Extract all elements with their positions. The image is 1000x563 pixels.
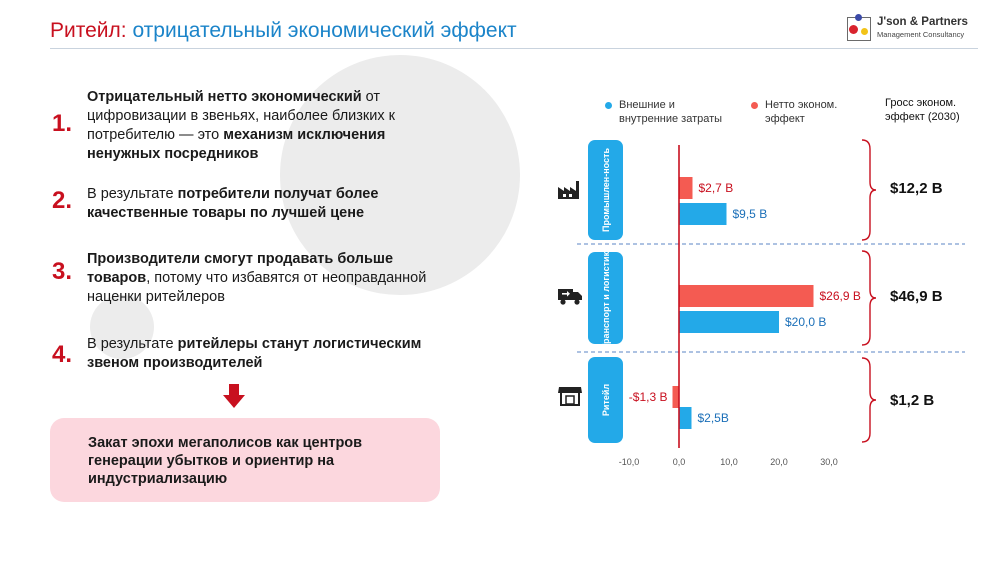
logo-dot-red: [849, 25, 858, 34]
point-text-regular: , потому что избавятся от неоправданной …: [87, 270, 427, 305]
x-tick-label: 30,0: [820, 457, 838, 467]
bar-costs: [679, 203, 727, 225]
bar-costs: [679, 311, 779, 333]
company-logo: J'son & Partners Management Consultancy: [847, 14, 982, 44]
arrow-down-icon: [223, 384, 245, 408]
background-circle-small: [90, 295, 154, 359]
bar-net-effect: [679, 177, 693, 199]
point-text-regular: В результате: [87, 336, 178, 352]
conclusion-text: Закат эпохи мегаполисов как центров гене…: [88, 435, 363, 487]
conclusion-box: Закат эпохи мегаполисов как центров гене…: [50, 418, 440, 502]
point-text-bold: механизм исключения ненужных посредников: [87, 127, 386, 162]
factory-icon: [558, 181, 579, 199]
x-tick-label: 20,0: [770, 457, 788, 467]
brace-industry: [861, 139, 877, 241]
title-prefix: Ритейл:: [50, 19, 127, 42]
gross-effect-header: Гросс эконом. эффект (2030): [885, 97, 960, 123]
point-text-bold: ритейлеры станут логистическим звеном пр…: [87, 336, 422, 371]
page-title: Ритейл: отрицательный экономический эффе…: [50, 19, 517, 43]
bar-net-effect: [679, 285, 814, 307]
point-text-regular: от цифровизации в звеньях, наиболее близ…: [87, 89, 395, 143]
bar-label-net-effect: $26,9 B: [820, 289, 861, 303]
x-tick-label: -10,0: [619, 457, 640, 467]
logo-name: J'son & Partners: [877, 16, 968, 28]
x-tick-label: 10,0: [720, 457, 738, 467]
point-number: 4.: [52, 341, 73, 368]
category-label-transport: Транспорт и логистика: [588, 247, 623, 349]
bar-costs: [679, 407, 692, 429]
point-text-regular: В результате: [87, 186, 178, 202]
legend-label-blue: Внешние и внутренние затраты: [619, 99, 723, 125]
point-number: 2.: [52, 187, 73, 214]
title-main: отрицательный экономический эффект: [132, 19, 517, 42]
gross-total-transport: $46,9 B: [890, 288, 943, 305]
logo-dot-blue: [855, 14, 862, 21]
point-text-bold: потребители получат более качественные т…: [87, 186, 379, 221]
x-tick-label: 0,0: [673, 457, 686, 467]
bar-label-net-effect: $2,7 B: [699, 181, 734, 195]
bar-label-costs: $2,5B: [698, 411, 729, 425]
legend-dot-blue: [605, 102, 612, 109]
store-icon: [558, 387, 582, 406]
logo-subtitle: Management Consultancy: [877, 30, 965, 39]
gross-total-industry: $12,2 B: [890, 180, 943, 197]
title-divider: [50, 48, 978, 49]
bar-net-effect: [672, 386, 679, 408]
truck-icon: [558, 289, 582, 305]
point-number: 3.: [52, 258, 73, 285]
brace-retail: [861, 357, 877, 443]
legend-label-red: Нетто эконом. эффект: [765, 99, 838, 125]
bar-label-costs: $20,0 B: [785, 315, 826, 329]
category-label-retail: Ритейл: [588, 357, 623, 443]
legend-dot-red: [751, 102, 758, 109]
brace-transport: [861, 250, 877, 346]
point-text: В результате потребители получат более к…: [87, 185, 457, 223]
bar-label-costs: $9,5 B: [733, 207, 768, 221]
bar-label-net-effect: -$1,3 B: [629, 390, 668, 404]
logo-dot-yellow: [861, 28, 868, 35]
point-text-bold: Отрицательный нетто экономический: [87, 89, 362, 105]
point-number: 1.: [52, 110, 73, 137]
category-label-industry: Промышлен-ность: [588, 140, 623, 240]
point-text-bold: Производители смогут продавать больше то…: [87, 251, 394, 286]
background-circle-large: [280, 55, 520, 295]
point-text: В результате ритейлеры станут логистичес…: [87, 335, 457, 373]
point-text: Производители смогут продавать больше то…: [87, 250, 457, 307]
gross-total-retail: $1,2 B: [890, 392, 935, 409]
point-text: Отрицательный нетто экономический от циф…: [87, 88, 457, 164]
